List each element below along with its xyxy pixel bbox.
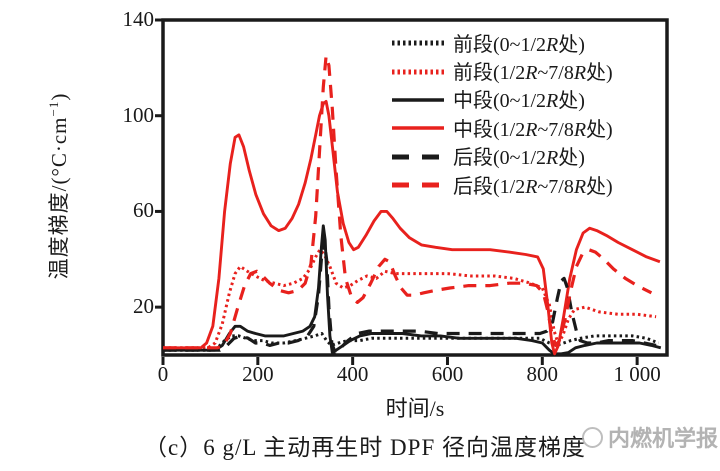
x-tick-label: 200	[242, 362, 274, 386]
legend-line-sample	[392, 182, 444, 188]
y-axis-label-exponent: −1	[46, 100, 61, 117]
y-axis-label: 温度梯度/(°C·cm−1)	[43, 93, 73, 280]
legend-entry-4: 后段(0~1/2R处)	[391, 142, 613, 170]
legend-entry-1: 前段(1/2R~7/8R处)	[391, 56, 613, 84]
x-axis-label: 时间/s	[385, 396, 445, 421]
legend-entry-5: 后段(1/2R~7/8R处)	[391, 170, 613, 198]
y-axis-label-suffix: )	[47, 92, 71, 101]
legend-line-sample	[392, 154, 444, 160]
legend-label: 后段(1/2R~7/8R处)	[453, 175, 613, 198]
journal-watermark-text: 内燃机学报	[607, 426, 718, 451]
x-tick-label: 800	[526, 362, 559, 386]
legend-label: 前段(1/2R~7/8R处)	[453, 62, 613, 85]
journal-logo-icon	[581, 426, 603, 448]
legend-label: 后段(0~1/2R处)	[453, 147, 585, 170]
x-tick-label: 0	[157, 362, 169, 386]
series-line-5	[163, 54, 653, 350]
figure-caption: （c）6 g/L 主动再生时 DPF 径向温度梯度	[144, 435, 586, 460]
legend-line-sample	[392, 126, 444, 131]
legend-entry-0: 前段(0~1/2R处)	[391, 28, 613, 56]
series-line-1	[163, 248, 657, 350]
x-tick-label: 400	[336, 362, 369, 386]
legend: 前段(0~1/2R处) 前段(1/2R~7/8R处) 中段(0~1/2R处) 中段(1…	[391, 28, 613, 198]
series-line-4	[163, 238, 657, 355]
legend-line-sample	[392, 69, 444, 75]
journal-watermark: 内燃机学报	[581, 421, 718, 453]
legend-entry-3: 中段(1/2R~7/8R处)	[391, 113, 613, 141]
legend-label: 中段(0~1/2R处)	[453, 90, 585, 113]
y-axis-label-text: 温度梯度/(°C·cm	[47, 116, 71, 280]
y-tick-label: 20	[133, 294, 154, 319]
legend-line-sample	[392, 98, 444, 102]
y-tick-label: 60	[133, 198, 154, 223]
x-tick-label: 1 000	[613, 362, 661, 386]
legend-label: 前段(0~1/2R处)	[453, 33, 585, 56]
legend-entry-2: 中段(0~1/2R处)	[391, 85, 613, 113]
y-tick-label: 140	[122, 7, 155, 31]
series-line-3	[163, 99, 661, 356]
axes-frame	[161, 18, 669, 357]
legend-label: 中段(1/2R~7/8R处)	[453, 118, 613, 141]
y-tick-label: 100	[122, 102, 155, 127]
legend-line-sample	[392, 40, 444, 46]
x-tick-label: 600	[431, 362, 464, 386]
series-line-2	[163, 224, 662, 356]
